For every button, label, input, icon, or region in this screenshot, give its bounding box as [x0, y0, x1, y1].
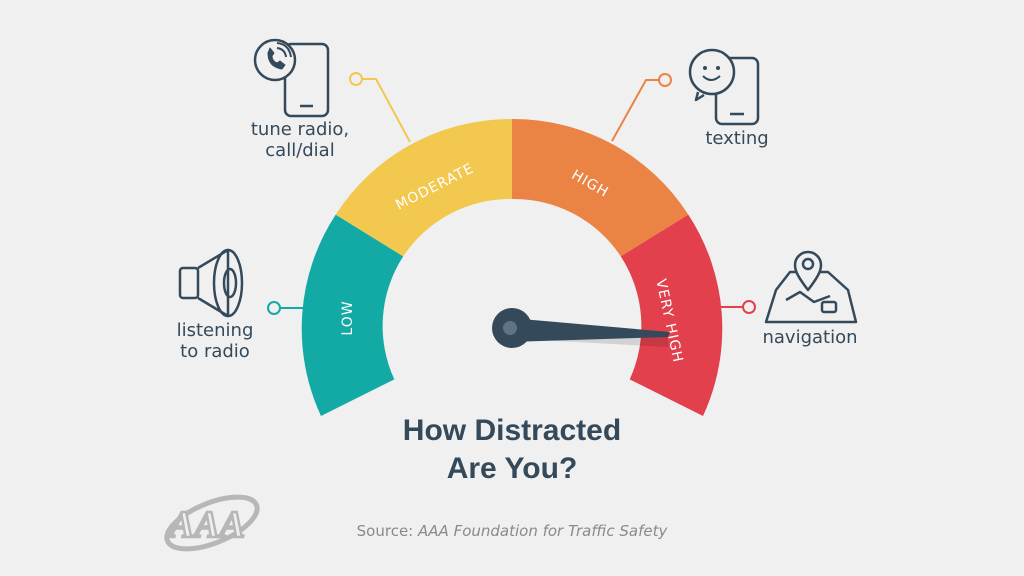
gauge-segment-very-high — [620, 214, 723, 416]
speaker-icon — [178, 248, 244, 318]
label-listening-to-radio: listening to radio — [176, 320, 254, 362]
connectors — [267, 72, 756, 315]
aaa-logo: AAA — [164, 494, 260, 552]
title-line-2: Are You? — [446, 452, 578, 485]
gauge-segment-high — [512, 118, 689, 257]
title-line-1: How Distracted — [402, 414, 622, 447]
connector-very-high — [707, 300, 756, 314]
gauge-label-low: LOW — [340, 300, 356, 335]
connector-low — [267, 301, 318, 315]
source-credit: Source: AAA Foundation for Traffic Safet… — [300, 522, 724, 540]
gauge-segment-moderate — [335, 118, 512, 257]
label-tune-radio-call-dial: tune radio, call/dial — [250, 119, 350, 161]
gauge-needle — [492, 308, 670, 348]
needle-body — [509, 318, 670, 342]
phone-call-icon — [253, 38, 330, 118]
gauge-segment-low — [301, 214, 404, 416]
needle-hub-dot — [503, 321, 517, 335]
source-name: AAA Foundation for Traffic Safety — [418, 522, 668, 540]
gauge: LOW MODERATE HIGH VERY HIGH — [301, 118, 723, 416]
page-title: How Distracted Are You? — [312, 412, 712, 488]
label-navigation: navigation — [762, 327, 858, 348]
connector-moderate — [349, 72, 411, 143]
texting-phone-icon — [688, 48, 760, 126]
map-pin-icon — [764, 250, 858, 324]
label-texting: texting — [705, 128, 769, 149]
source-prefix: Source: — [356, 522, 414, 540]
connector-high — [611, 73, 672, 142]
aaa-logo-text: AAA — [167, 504, 245, 546]
